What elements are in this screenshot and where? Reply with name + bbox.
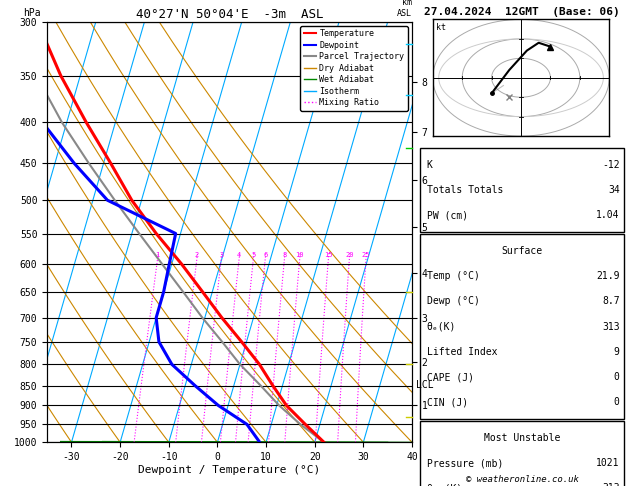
Text: CAPE (J): CAPE (J)	[426, 372, 474, 382]
Bar	[420, 234, 624, 419]
Text: Lifted Index: Lifted Index	[426, 347, 497, 357]
Text: 10: 10	[296, 252, 304, 258]
Title: 40°27'N 50°04'E  -3m  ASL: 40°27'N 50°04'E -3m ASL	[136, 8, 323, 21]
Text: LCL: LCL	[416, 380, 434, 390]
Text: 1: 1	[155, 252, 160, 258]
Text: 0: 0	[614, 372, 620, 382]
Text: Temp (°C): Temp (°C)	[426, 271, 479, 281]
Text: 34: 34	[608, 185, 620, 195]
Text: kt: kt	[437, 23, 447, 32]
Text: 9: 9	[614, 347, 620, 357]
Text: 5: 5	[252, 252, 255, 258]
Text: 2: 2	[195, 252, 199, 258]
Text: 8.7: 8.7	[602, 296, 620, 306]
Bar	[420, 421, 624, 486]
Text: K: K	[426, 160, 433, 170]
Text: 8: 8	[282, 252, 287, 258]
Text: -12: -12	[602, 160, 620, 170]
Text: 21.9: 21.9	[596, 271, 620, 281]
Text: 15: 15	[324, 252, 333, 258]
Legend: Temperature, Dewpoint, Parcel Trajectory, Dry Adiabat, Wet Adiabat, Isotherm, Mi: Temperature, Dewpoint, Parcel Trajectory…	[300, 26, 408, 111]
Text: θₑ (K): θₑ (K)	[426, 484, 462, 486]
Text: km
ASL: km ASL	[397, 0, 412, 17]
Text: 1021: 1021	[596, 458, 620, 468]
Text: hPa: hPa	[23, 8, 41, 17]
Text: 313: 313	[602, 484, 620, 486]
Text: 3: 3	[219, 252, 223, 258]
Text: 0: 0	[614, 398, 620, 407]
Text: PW (cm): PW (cm)	[426, 210, 468, 220]
Text: Dewp (°C): Dewp (°C)	[426, 296, 479, 306]
Text: CIN (J): CIN (J)	[426, 398, 468, 407]
Text: 27.04.2024  12GMT  (Base: 06): 27.04.2024 12GMT (Base: 06)	[424, 7, 620, 17]
Text: © weatheronline.co.uk: © weatheronline.co.uk	[465, 474, 579, 484]
Text: Pressure (mb): Pressure (mb)	[426, 458, 503, 468]
Text: 1.04: 1.04	[596, 210, 620, 220]
X-axis label: Dewpoint / Temperature (°C): Dewpoint / Temperature (°C)	[138, 465, 321, 475]
Text: Most Unstable: Most Unstable	[484, 433, 560, 443]
Text: 4: 4	[237, 252, 242, 258]
Text: 25: 25	[362, 252, 370, 258]
Text: Totals Totals: Totals Totals	[426, 185, 503, 195]
Text: 6: 6	[263, 252, 267, 258]
Bar	[420, 148, 624, 232]
Text: Surface: Surface	[501, 246, 543, 256]
Text: θₑ(K): θₑ(K)	[426, 322, 456, 331]
Text: 20: 20	[345, 252, 353, 258]
Text: 313: 313	[602, 322, 620, 331]
